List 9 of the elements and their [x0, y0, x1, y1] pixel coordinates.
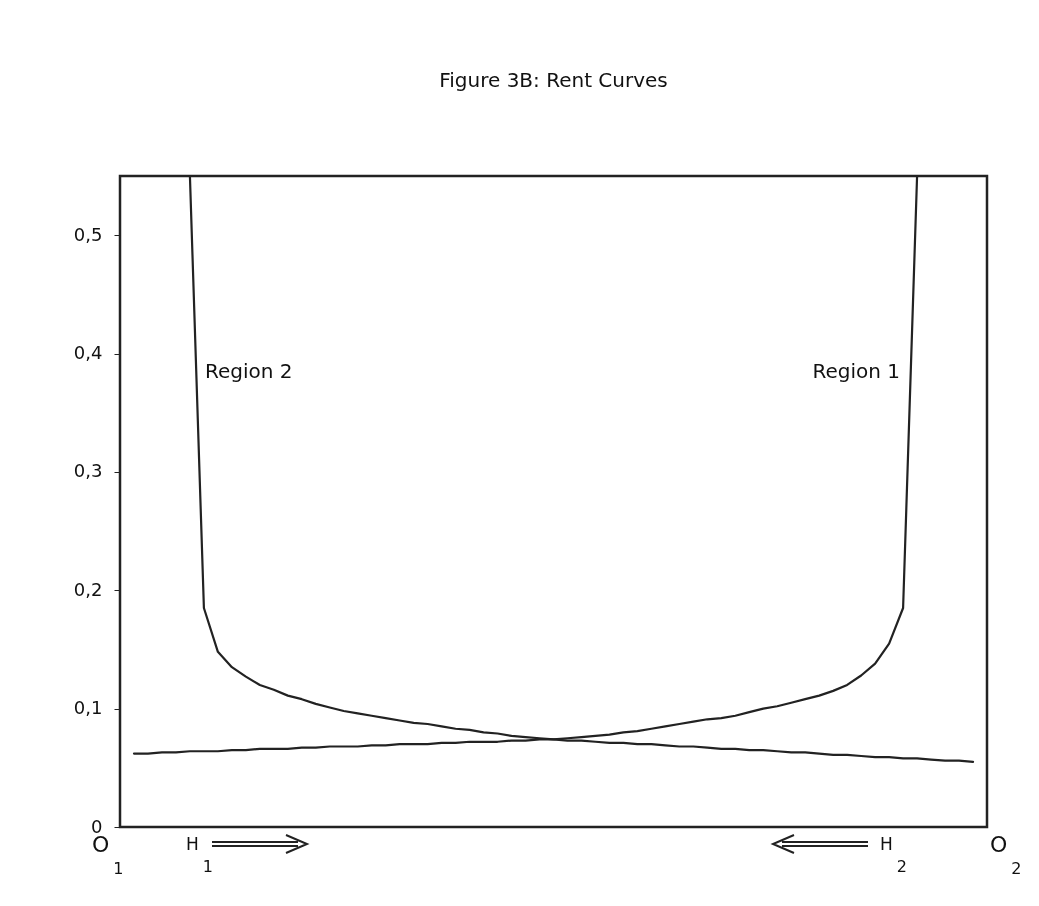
y-tick-label: 0 [91, 815, 103, 837]
annotation: Region 2 [205, 359, 293, 384]
y-tick-label: 0,5 [73, 223, 103, 245]
y-tick-label: 0,2 [73, 578, 103, 600]
chart-title: Figure 3B: Rent Curves [439, 67, 668, 92]
annotation: Region 1 [812, 359, 900, 384]
y-tick-label: 0,3 [73, 460, 103, 482]
y-tick-label: 0,1 [73, 697, 103, 719]
y-tick-label: 0,4 [73, 342, 103, 364]
